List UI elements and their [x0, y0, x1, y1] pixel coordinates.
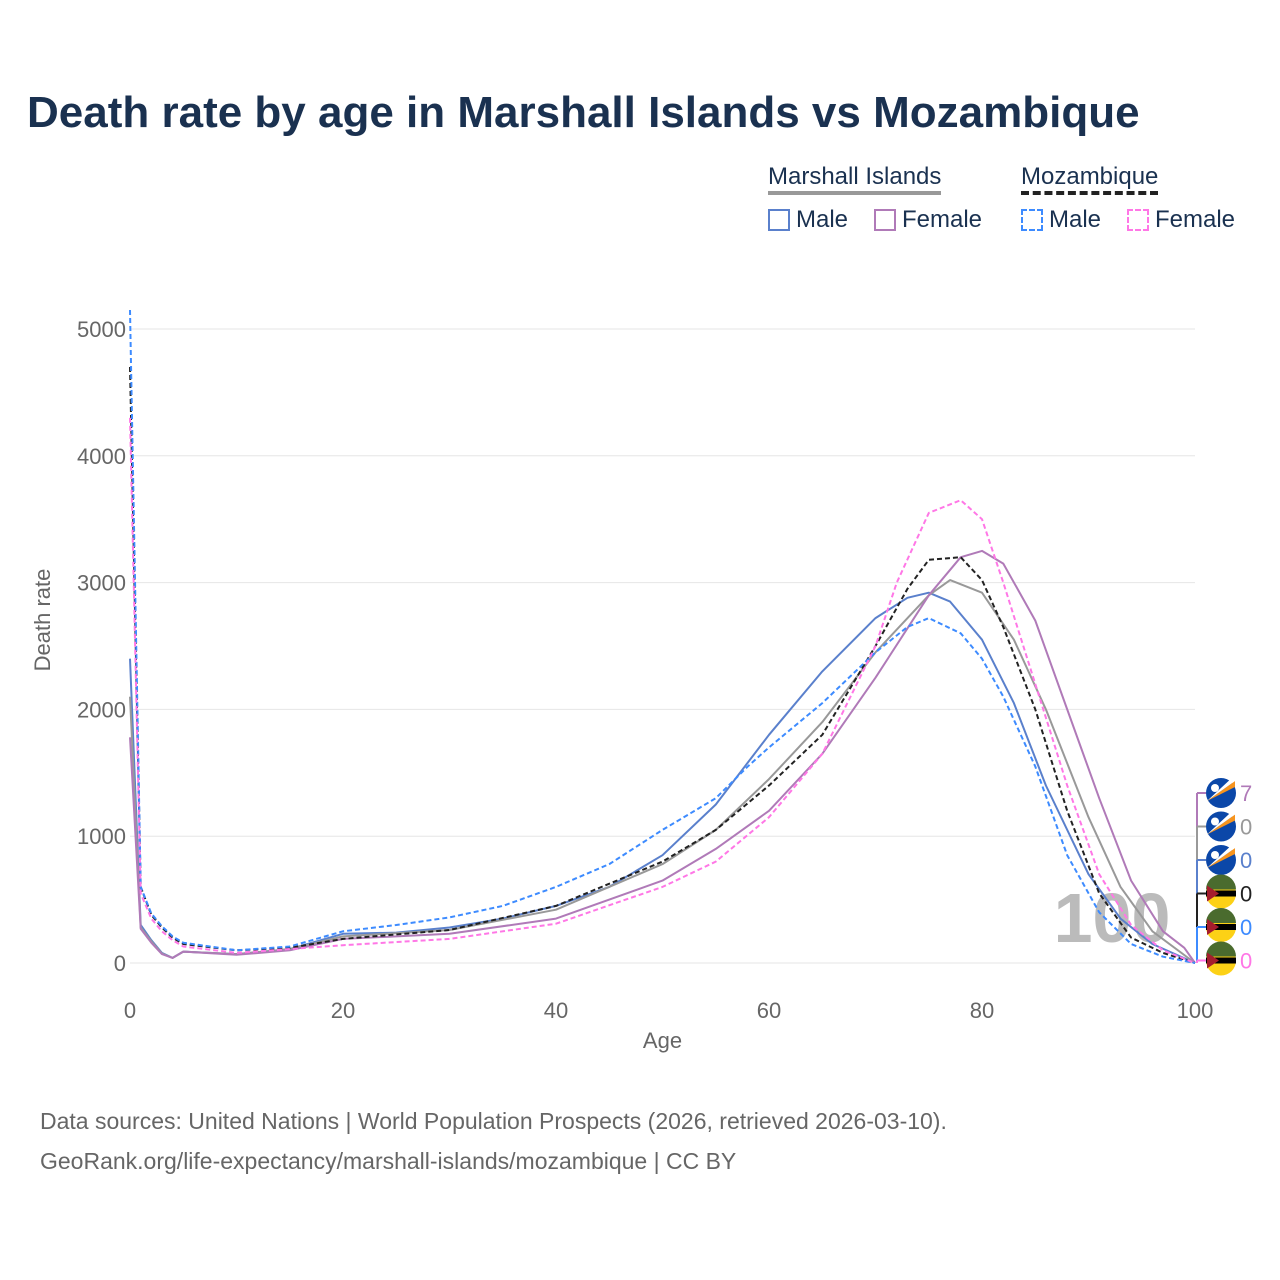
flag-stripe — [1206, 908, 1236, 923]
series-line-marshall-islands-male — [129, 591, 1196, 964]
flag-stripe — [1206, 941, 1236, 957]
legend-label: Male — [796, 206, 849, 233]
legend-group-mozambique[interactable]: Mozambique — [1021, 163, 1159, 195]
legend-mozambique-female[interactable]: Female — [1127, 206, 1235, 234]
y-axis-label: Death rate — [30, 569, 55, 672]
x-tick-label: 100 — [1177, 998, 1214, 1023]
legend-marshall-female[interactable]: Female — [874, 206, 982, 234]
flag-stripe — [1206, 957, 1236, 964]
y-tick-label: 2000 — [77, 697, 126, 722]
legend-swatch — [1127, 209, 1149, 231]
legend-label: Male — [1049, 206, 1102, 233]
flag-triangle — [1207, 885, 1219, 902]
legend-marshall-male[interactable]: Male — [768, 206, 848, 234]
chart-title: Death rate by age in Marshall Islands vs… — [27, 88, 1140, 137]
flag-star — [1211, 784, 1219, 792]
series-line-mozambique-female — [129, 417, 1196, 964]
x-axis-label: Age — [643, 1028, 682, 1053]
end-value-label: 0 — [1240, 949, 1252, 974]
legend-group-marshall[interactable]: Marshall Islands — [768, 163, 942, 195]
footer-sources: Data sources: United Nations | World Pop… — [40, 1108, 947, 1134]
end-value-label: 0 — [1240, 815, 1252, 840]
legend-swatch — [768, 209, 790, 231]
x-tick-label: 0 — [124, 998, 136, 1023]
legend-label: Female — [902, 206, 983, 233]
series-line-marshall-islands-total — [129, 579, 1196, 964]
flag-stripe — [1207, 842, 1235, 868]
flag-stripe — [1206, 874, 1236, 890]
legend-mozambique-male[interactable]: Male — [1021, 206, 1101, 234]
series-line-mozambique-total — [129, 366, 1196, 964]
series-line-marshall-islands-female — [129, 549, 1196, 964]
x-tick-label: 40 — [544, 998, 568, 1023]
flag-stripe — [1206, 890, 1236, 897]
flag-star — [1211, 817, 1219, 826]
flag-stripe — [1206, 924, 1236, 930]
legend-label: Female — [1155, 206, 1236, 233]
x-tick-label: 20 — [331, 998, 355, 1023]
flag-star — [1211, 851, 1219, 859]
legend-swatch — [1021, 209, 1043, 231]
y-tick-label: 3000 — [77, 571, 126, 596]
flag-triangle — [1207, 952, 1219, 969]
end-value-label: 0 — [1240, 848, 1252, 873]
series-line-mozambique-male — [129, 309, 1196, 964]
y-tick-label: 1000 — [77, 824, 126, 849]
flag-stripe — [1207, 775, 1235, 801]
flag-stripe — [1207, 808, 1235, 835]
y-tick-label: 4000 — [77, 444, 126, 469]
end-value-label: 7 — [1240, 781, 1252, 806]
flag-triangle — [1207, 919, 1219, 935]
footer-link[interactable]: GeoRank.org/life-expectancy/marshall-isl… — [40, 1148, 737, 1174]
x-tick-label: 60 — [757, 998, 781, 1023]
x-tick-label: 80 — [970, 998, 994, 1023]
y-tick-label: 5000 — [77, 317, 126, 342]
y-tick-label: 0 — [114, 951, 126, 976]
end-value-label: 0 — [1240, 882, 1252, 907]
legend-swatch — [874, 209, 896, 231]
end-value-label: 0 — [1240, 915, 1252, 940]
